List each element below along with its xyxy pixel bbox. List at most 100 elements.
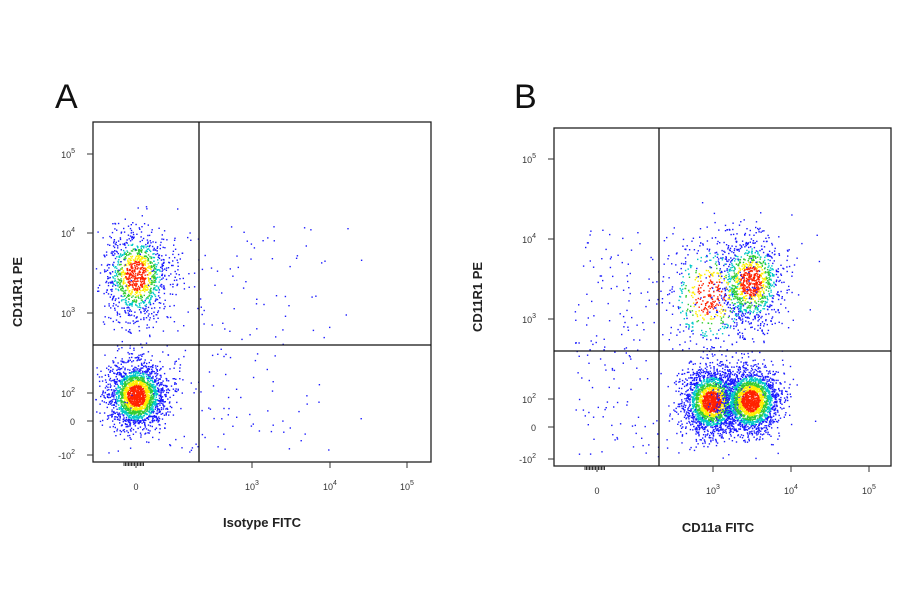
data-point: [114, 267, 116, 269]
data-point: [149, 412, 151, 414]
data-point: [135, 373, 137, 375]
data-point: [149, 262, 152, 264]
data-point: [168, 414, 170, 416]
data-point: [123, 391, 125, 394]
data-point: [153, 390, 156, 393]
data-point: [131, 404, 133, 406]
data-point: [715, 427, 717, 429]
data-point: [138, 388, 140, 390]
data-point: [245, 281, 247, 283]
data-point: [125, 411, 127, 414]
data-point: [124, 377, 126, 379]
data-point: [141, 377, 143, 379]
data-point: [113, 328, 115, 331]
data-point: [159, 276, 161, 278]
data-point: [130, 263, 132, 265]
data-point: [712, 434, 715, 436]
data-point: [117, 281, 119, 283]
data-point: [142, 403, 144, 405]
data-point: [131, 371, 133, 373]
data-point: [154, 372, 156, 375]
data-point: [223, 433, 225, 435]
data-point: [701, 427, 704, 429]
data-point: [684, 406, 686, 408]
data-point: [721, 364, 723, 366]
data-point: [141, 296, 143, 299]
data-point: [174, 390, 176, 392]
data-point: [256, 328, 258, 330]
data-point: [96, 373, 99, 376]
data-point: [165, 267, 168, 269]
data-point: [112, 297, 115, 299]
data-point: [123, 252, 125, 254]
data-point: [156, 264, 158, 266]
data-point: [696, 421, 699, 423]
data-point: [709, 376, 711, 378]
data-point: [145, 419, 147, 422]
data-point: [146, 372, 148, 374]
data-point: [699, 400, 701, 402]
data-point: [105, 251, 108, 253]
data-point: [165, 269, 168, 271]
data-point: [271, 390, 274, 392]
data-point: [715, 404, 718, 406]
data-point: [116, 350, 119, 352]
data-point: [693, 397, 696, 399]
data-point: [122, 379, 125, 381]
data-point: [158, 431, 161, 434]
data-point: [124, 389, 126, 391]
data-point: [117, 387, 119, 389]
data-point: [161, 267, 163, 270]
data-point: [224, 328, 226, 330]
data-point: [128, 381, 130, 383]
data-point: [139, 228, 141, 230]
data-point: [172, 283, 174, 285]
data-point: [687, 416, 689, 418]
data-point: [144, 262, 147, 264]
data-point: [204, 254, 206, 257]
data-point: [117, 252, 119, 255]
data-point: [140, 302, 142, 304]
data-point: [128, 277, 130, 280]
data-point: [147, 351, 150, 353]
data-point: [114, 416, 116, 418]
data-point: [145, 398, 147, 401]
data-point: [714, 354, 716, 356]
data-point: [140, 406, 142, 408]
data-point: [211, 354, 214, 357]
data-point: [701, 398, 703, 400]
data-point: [127, 244, 130, 246]
data-point: [723, 392, 725, 395]
data-point: [699, 385, 701, 387]
data-point: [682, 407, 684, 409]
data-point: [138, 254, 141, 257]
data-point: [694, 409, 696, 412]
data-point: [130, 404, 132, 407]
data-point: [183, 288, 186, 290]
data-point: [149, 389, 151, 391]
data-point: [139, 412, 141, 415]
data-point: [119, 368, 121, 371]
data-point: [143, 386, 145, 388]
data-point: [120, 367, 123, 370]
data-point: [130, 396, 132, 398]
data-point: [114, 228, 116, 230]
data-point: [125, 246, 127, 249]
data-point: [143, 371, 146, 373]
data-point: [710, 416, 712, 419]
data-point: [328, 449, 330, 451]
data-point: [142, 373, 144, 375]
data-point: [145, 260, 147, 262]
data-point: [123, 405, 125, 407]
data-point: [132, 282, 134, 284]
data-point: [156, 410, 158, 412]
data-point: [133, 280, 135, 282]
data-point: [162, 258, 164, 261]
data-point: [119, 282, 121, 284]
data-point: [151, 370, 154, 373]
data-point: [115, 388, 118, 391]
data-point: [124, 369, 126, 371]
data-point: [103, 254, 105, 256]
data-point: [129, 303, 131, 305]
data-point: [110, 293, 113, 296]
